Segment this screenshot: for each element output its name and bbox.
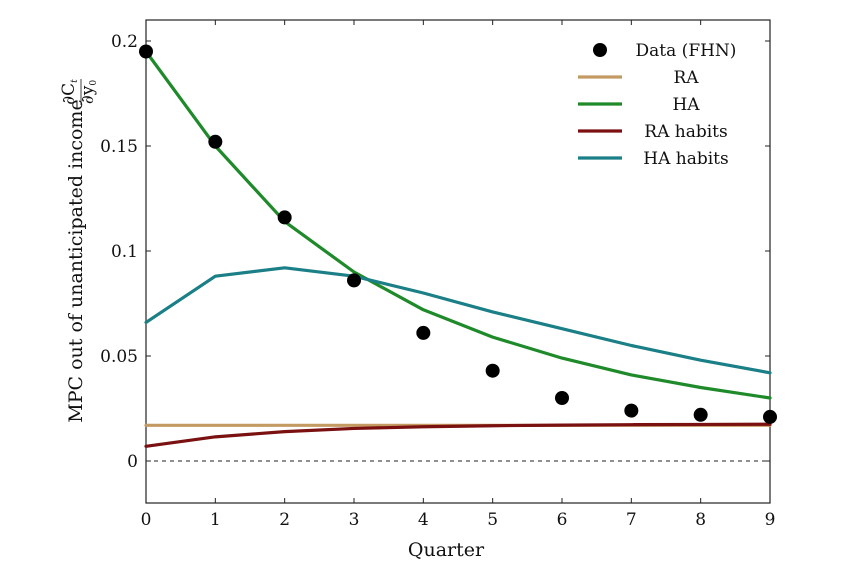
legend-marker	[593, 43, 607, 57]
y-tick-label: 0.05	[100, 347, 138, 367]
y-axis: 0 0.05 0.1 0.15 0.2	[100, 32, 770, 472]
y-tick-label: 0.2	[111, 32, 138, 52]
plot-frame	[145, 19, 771, 504]
y-tick-label: 0.1	[111, 242, 138, 262]
legend-label: Data (FHN)	[636, 41, 737, 61]
x-tick-label: 5	[487, 510, 498, 530]
legend-entry: Data (FHN)	[593, 41, 736, 61]
data-point	[139, 44, 153, 59]
x-tick-label: 7	[626, 510, 637, 530]
series-line-ha-habits	[144, 266, 772, 375]
data-points	[139, 44, 777, 424]
data-point	[763, 409, 777, 424]
svg-text:∂y0: ∂y0	[78, 80, 99, 104]
x-axis-title: Quarter	[408, 539, 485, 561]
fraction-numerator: ∂C	[59, 83, 79, 105]
data-point	[347, 273, 361, 288]
x-tick-label: 3	[349, 510, 360, 530]
legend-label: HA habits	[643, 149, 728, 169]
series-line-ra-habits	[144, 422, 772, 448]
y-axis-title-text: MPC out of unanticipated income	[65, 99, 87, 422]
legend-label: HA	[672, 95, 700, 115]
data-point	[624, 403, 639, 418]
x-tick-label: 9	[765, 510, 776, 530]
x-tick-label: 0	[141, 510, 152, 530]
series-line-ha	[144, 49, 772, 400]
y-tick-label: 0.15	[100, 137, 138, 157]
fraction-numerator-sub: t	[70, 79, 80, 83]
legend-entry: HA habits	[578, 149, 729, 169]
data-point	[277, 210, 292, 225]
svg-text:∂Ct: ∂Ct	[59, 79, 80, 105]
x-tick-label: 6	[557, 510, 568, 530]
x-axis: 0 1 2 3 4 5 6 7 8 9	[141, 20, 776, 530]
x-tick-label: 8	[695, 510, 706, 530]
data-point	[208, 134, 223, 149]
data-point	[416, 325, 431, 340]
fraction-denominator-sub: 0	[89, 80, 99, 86]
legend-label: RA	[673, 68, 699, 88]
legend-entry: HA	[578, 95, 700, 115]
x-tick-label: 4	[418, 510, 429, 530]
fraction-denominator: ∂y	[78, 85, 98, 104]
data-point	[485, 363, 500, 378]
series-lines	[144, 49, 772, 448]
x-tick-label: 2	[279, 510, 290, 530]
legend-label: RA habits	[644, 122, 727, 142]
legend-entry: RA habits	[578, 122, 728, 142]
y-axis-fraction: ∂Ct ∂y0	[59, 79, 99, 105]
legend: Data (FHN) RA HA RA habits HA habits	[578, 41, 736, 169]
x-tick-label: 1	[210, 510, 221, 530]
y-axis-title: MPC out of unanticipated income	[65, 99, 87, 422]
svg-text:MPC out of unanticipated incom: MPC out of unanticipated income	[65, 99, 87, 422]
data-point	[555, 391, 569, 405]
data-point	[693, 407, 708, 422]
y-tick-label: 0	[127, 452, 138, 472]
legend-entry: RA	[578, 68, 699, 88]
